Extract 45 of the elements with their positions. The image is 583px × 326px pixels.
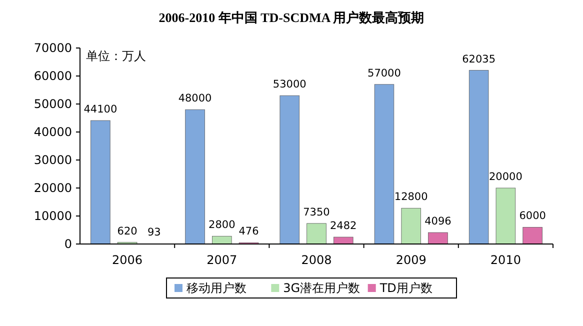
data-label: 93 bbox=[147, 226, 161, 239]
bar bbox=[334, 236, 354, 244]
data-label: 2800 bbox=[208, 219, 236, 232]
y-tick-label: 30000 bbox=[34, 153, 72, 168]
chart-title: 2006-2010 年中国 TD-SCDMA 用户数最高预期 bbox=[158, 10, 424, 25]
y-tick-label: 0 bbox=[64, 237, 72, 252]
bar bbox=[306, 223, 326, 244]
legend-label: TD用户数 bbox=[378, 281, 432, 295]
data-label: 20000 bbox=[488, 171, 522, 183]
annotation: 单位：万人 bbox=[86, 49, 146, 63]
bar bbox=[280, 95, 300, 244]
x-tick-label: 2010 bbox=[490, 253, 521, 267]
data-label: 7350 bbox=[303, 206, 330, 218]
x-tick-label: 2007 bbox=[206, 253, 238, 267]
bar bbox=[374, 84, 394, 244]
bar bbox=[212, 236, 232, 244]
data-label: 6000 bbox=[519, 210, 546, 222]
data-label: 476 bbox=[238, 226, 260, 238]
x-tick-label: 2008 bbox=[301, 253, 332, 267]
x-tick-label: 2006 bbox=[112, 253, 143, 267]
bar bbox=[468, 70, 489, 244]
y-tick-label: 60000 bbox=[34, 69, 72, 84]
data-label: 62035 bbox=[462, 53, 496, 66]
data-label: 44100 bbox=[84, 104, 118, 116]
bar bbox=[428, 232, 448, 244]
data-label: 12800 bbox=[394, 191, 428, 204]
data-label: 48000 bbox=[178, 92, 212, 105]
data-label: 57000 bbox=[368, 67, 401, 80]
data-label: 4096 bbox=[424, 216, 452, 228]
x-tick-label: 2009 bbox=[396, 253, 426, 267]
y-tick-label: 40000 bbox=[34, 125, 72, 140]
bar bbox=[522, 227, 542, 244]
data-label: 2482 bbox=[330, 220, 357, 232]
legend-label: 3G潜在用户数 bbox=[283, 281, 360, 295]
bar bbox=[401, 208, 421, 244]
y-tick-label: 70000 bbox=[34, 41, 72, 56]
data-label: 53000 bbox=[272, 78, 306, 91]
legend-label: 移动用户数 bbox=[186, 281, 246, 295]
y-tick-label: 50000 bbox=[34, 97, 72, 112]
bar bbox=[185, 109, 205, 244]
y-tick-label: 10000 bbox=[34, 209, 72, 224]
bar bbox=[496, 188, 516, 244]
y-tick-label: 20000 bbox=[34, 181, 72, 196]
data-label: 620 bbox=[117, 225, 138, 238]
bar bbox=[90, 120, 110, 244]
